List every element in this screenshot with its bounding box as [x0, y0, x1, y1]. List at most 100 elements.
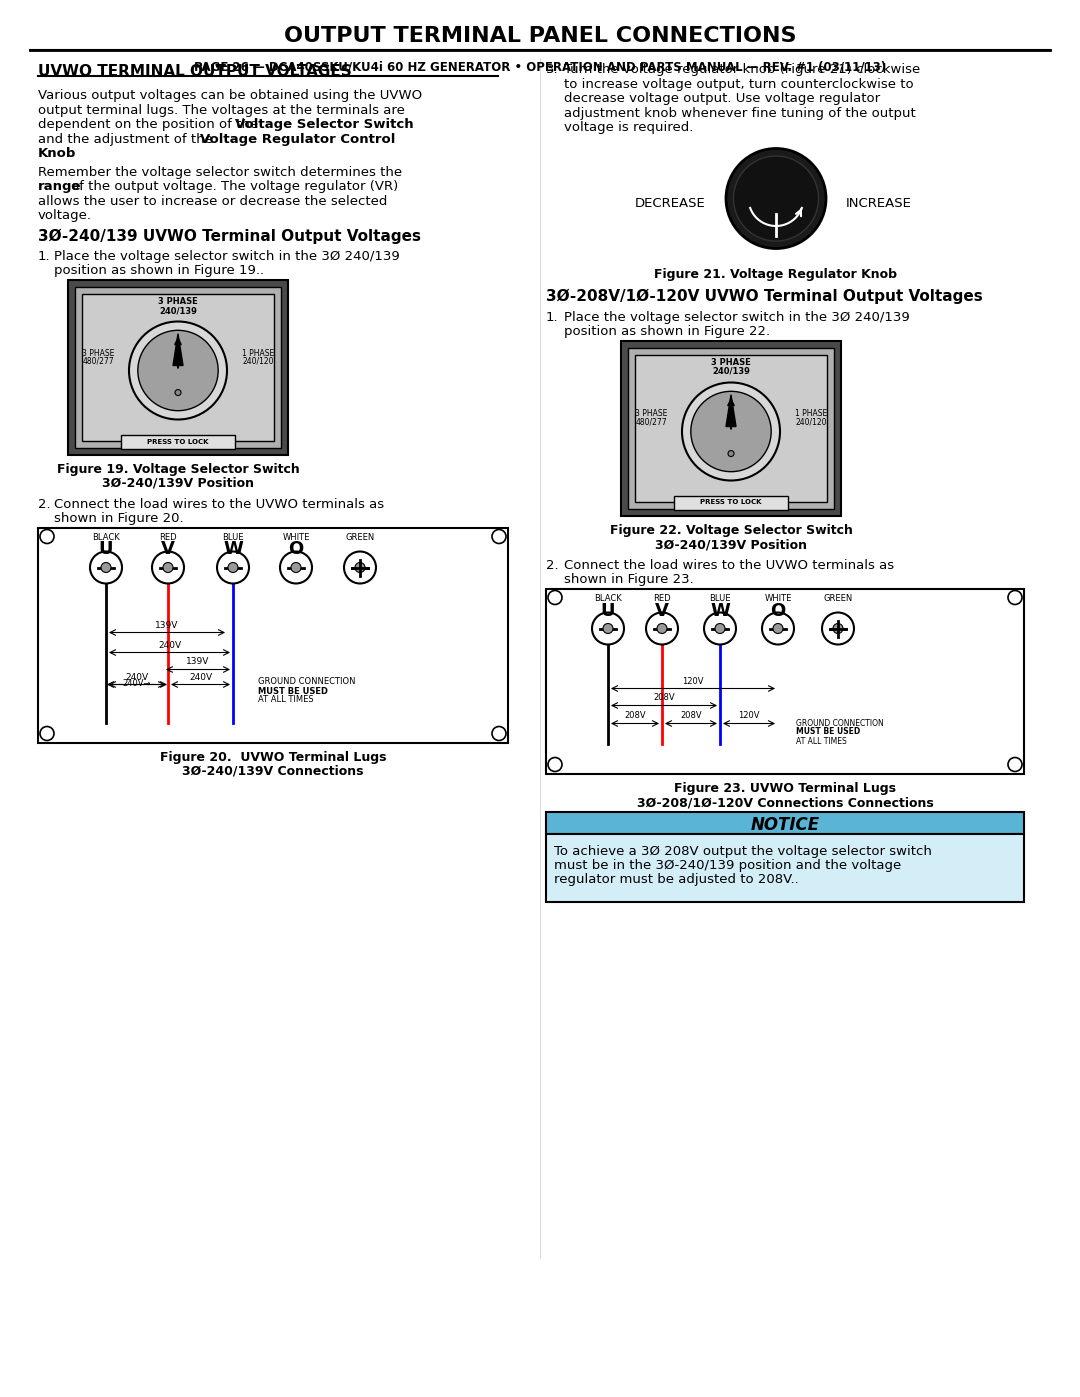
Text: O: O	[770, 602, 785, 619]
Text: regulator must be adjusted to 208V..: regulator must be adjusted to 208V..	[554, 873, 799, 886]
Text: 240V: 240V	[125, 672, 149, 682]
Bar	[546, 588, 1024, 774]
Text: INCREASE: INCREASE	[846, 197, 912, 210]
Text: 3Ø-208V/1Ø-120V UVWO Terminal Output Voltages: 3Ø-208V/1Ø-120V UVWO Terminal Output Vol…	[546, 289, 983, 305]
Circle shape	[657, 623, 667, 633]
Circle shape	[715, 623, 725, 633]
Circle shape	[728, 451, 734, 457]
Text: To achieve a 3Ø 208V output the voltage selector switch: To achieve a 3Ø 208V output the voltage …	[554, 845, 932, 858]
Text: GREEN: GREEN	[346, 534, 375, 542]
Text: output terminal lugs. The voltages at the terminals are: output terminal lugs. The voltages at th…	[38, 103, 405, 116]
Text: range: range	[38, 180, 81, 193]
Bar	[635, 355, 827, 502]
Text: DECREASE: DECREASE	[635, 197, 706, 210]
Text: U: U	[600, 602, 616, 619]
Circle shape	[138, 330, 218, 411]
Text: 139V: 139V	[154, 620, 178, 630]
Circle shape	[163, 563, 173, 573]
Text: O: O	[288, 541, 303, 559]
Circle shape	[492, 529, 507, 543]
Bar	[68, 279, 288, 454]
Text: shown in Figure 20.: shown in Figure 20.	[54, 513, 184, 525]
Circle shape	[152, 552, 184, 584]
Text: 3.: 3.	[546, 63, 558, 75]
Text: 120V: 120V	[683, 676, 704, 686]
Text: must be in the 3Ø-240/139 position and the voltage: must be in the 3Ø-240/139 position and t…	[554, 859, 901, 872]
Text: 208V: 208V	[680, 711, 702, 721]
Text: voltage is required.: voltage is required.	[564, 122, 693, 134]
Text: GROUND CONNECTION: GROUND CONNECTION	[796, 718, 883, 728]
Circle shape	[492, 726, 507, 740]
Text: 208V: 208V	[653, 693, 675, 703]
Circle shape	[773, 623, 783, 633]
Text: to increase voltage output, turn counterclockwise to: to increase voltage output, turn counter…	[564, 78, 914, 91]
Circle shape	[280, 552, 312, 584]
Bar	[674, 496, 788, 510]
Bar	[627, 348, 834, 509]
Circle shape	[129, 321, 227, 419]
Text: 3Ø-240/139V Position: 3Ø-240/139V Position	[102, 476, 254, 490]
Text: Figure 19. Voltage Selector Switch: Figure 19. Voltage Selector Switch	[56, 462, 299, 476]
Text: Place the voltage selector switch in the 3Ø 240/139: Place the voltage selector switch in the…	[54, 250, 400, 263]
Text: position as shown in Figure 22.: position as shown in Figure 22.	[564, 326, 770, 338]
Text: 3Ø-208/1Ø-120V Connections Connections: 3Ø-208/1Ø-120V Connections Connections	[636, 796, 933, 809]
Text: RED: RED	[159, 534, 177, 542]
Text: decrease voltage output. Use voltage regulator: decrease voltage output. Use voltage reg…	[564, 92, 880, 105]
Text: 3 PHASE: 3 PHASE	[635, 409, 667, 419]
Text: 240V: 240V	[158, 640, 181, 650]
Text: RED: RED	[653, 594, 671, 604]
Text: 240V→: 240V→	[123, 679, 151, 687]
Text: PAGE 26 — DCA40SSKU/KU4i 60 HZ GENERATOR • OPERATION AND PARTS MANUAL — REV. #1 : PAGE 26 — DCA40SSKU/KU4i 60 HZ GENERATOR…	[194, 60, 886, 73]
Circle shape	[102, 563, 111, 573]
Circle shape	[345, 552, 376, 584]
Text: Knob: Knob	[38, 147, 77, 161]
Text: Figure 23. UVWO Terminal Lugs: Figure 23. UVWO Terminal Lugs	[674, 782, 896, 795]
Text: GROUND CONNECTION: GROUND CONNECTION	[258, 678, 355, 686]
Bar	[0, 8, 1080, 50]
Text: 1.: 1.	[38, 250, 51, 263]
Text: 2.: 2.	[546, 559, 558, 571]
Text: V: V	[656, 602, 669, 619]
Text: OUTPUT TERMINAL PANEL CONNECTIONS: OUTPUT TERMINAL PANEL CONNECTIONS	[284, 27, 796, 46]
Circle shape	[691, 391, 771, 472]
Text: 480/277: 480/277	[635, 418, 666, 426]
Text: Place the voltage selector switch in the 3Ø 240/139: Place the voltage selector switch in the…	[564, 310, 909, 324]
Text: Figure 22. Voltage Selector Switch: Figure 22. Voltage Selector Switch	[609, 524, 852, 536]
Text: and the adjustment of the: and the adjustment of the	[38, 133, 217, 145]
Text: 240/120: 240/120	[242, 356, 273, 366]
Circle shape	[291, 563, 301, 573]
Text: W: W	[710, 602, 730, 619]
Text: Remember the voltage selector switch determines the: Remember the voltage selector switch det…	[38, 166, 402, 179]
Text: allows the user to increase or decrease the selected: allows the user to increase or decrease …	[38, 194, 388, 208]
Circle shape	[40, 529, 54, 543]
Text: 240/120: 240/120	[795, 418, 827, 426]
Text: BLACK: BLACK	[92, 534, 120, 542]
Circle shape	[646, 612, 678, 644]
Text: 3 PHASE: 3 PHASE	[158, 298, 198, 306]
Text: WHITE: WHITE	[282, 534, 310, 542]
Circle shape	[1008, 591, 1022, 605]
Circle shape	[175, 390, 181, 395]
Text: 1 PHASE: 1 PHASE	[795, 409, 827, 419]
Text: 3Ø-240/139V Position: 3Ø-240/139V Position	[654, 538, 807, 550]
Bar	[82, 293, 274, 440]
Text: BLUE: BLUE	[222, 534, 244, 542]
Circle shape	[603, 623, 613, 633]
Circle shape	[90, 552, 122, 584]
Text: PRESS TO LOCK: PRESS TO LOCK	[700, 500, 761, 506]
Polygon shape	[173, 334, 183, 366]
Text: 240/139: 240/139	[712, 367, 750, 376]
Text: voltage.: voltage.	[38, 210, 92, 222]
Text: 1.: 1.	[546, 310, 558, 324]
Text: BLUE: BLUE	[710, 594, 731, 604]
Polygon shape	[726, 395, 735, 426]
Circle shape	[762, 612, 794, 644]
Text: U: U	[98, 541, 113, 559]
Text: dependent on the position of the: dependent on the position of the	[38, 119, 262, 131]
Circle shape	[40, 726, 54, 740]
Text: Voltage Selector Switch: Voltage Selector Switch	[235, 119, 414, 131]
Text: Various output voltages can be obtained using the UVWO: Various output voltages can be obtained …	[38, 89, 422, 102]
Text: MUST BE USED: MUST BE USED	[258, 686, 328, 696]
Text: position as shown in Figure 19..: position as shown in Figure 19..	[54, 264, 265, 277]
Text: of the output voltage. The voltage regulator (VR): of the output voltage. The voltage regul…	[71, 180, 399, 193]
